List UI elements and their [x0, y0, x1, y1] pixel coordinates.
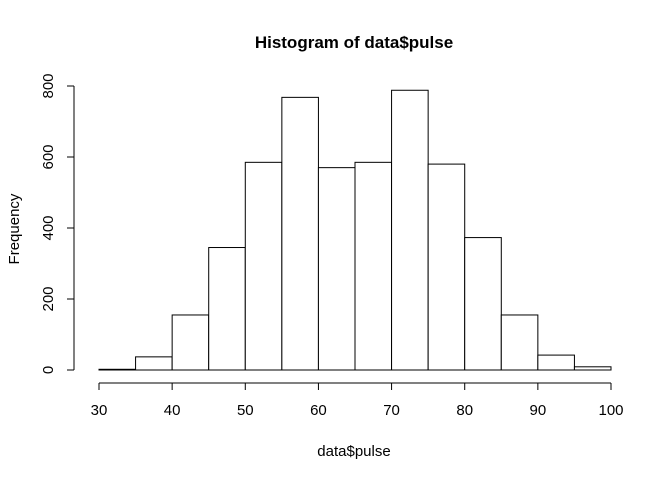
x-axis-label: data$pulse [317, 443, 390, 460]
histogram-bar-80-85 [464, 237, 502, 371]
y-tick-label-800: 800 [40, 73, 57, 98]
y-tick-label-600: 600 [40, 144, 57, 169]
x-tick-label-90: 90 [530, 402, 547, 419]
x-tick-label-30: 30 [91, 402, 108, 419]
histogram-bar-85-90 [500, 314, 539, 371]
x-tick-label-100: 100 [598, 402, 623, 419]
chart-title: Histogram of data$pulse [255, 33, 453, 52]
x-axis: 30 40 50 60 70 80 90 100 [91, 382, 624, 419]
histogram-bar-65-70 [354, 161, 393, 371]
histogram-bar-95-100 [573, 366, 612, 371]
x-tick-label-50: 50 [237, 402, 254, 419]
histogram-bar-90-95 [537, 354, 575, 371]
x-tick-label-40: 40 [164, 402, 181, 419]
y-tick-label-0: 0 [40, 366, 57, 374]
bars-group [98, 89, 612, 371]
histogram-bar-75-80 [427, 163, 466, 371]
y-tick-label-200: 200 [40, 286, 57, 311]
histogram-bar-35-40 [135, 356, 173, 371]
histogram-bar-40-45 [171, 314, 210, 371]
y-axis: 0 200 400 600 800 [40, 73, 75, 374]
histogram-bar-60-65 [317, 167, 356, 371]
x-tick-label-60: 60 [310, 402, 327, 419]
histogram-bar-30-35 [98, 368, 137, 371]
x-tick-label-70: 70 [383, 402, 400, 419]
histogram-bar-45-50 [208, 247, 246, 371]
x-tick-label-80: 80 [456, 402, 473, 419]
y-axis-label: Frequency [6, 193, 23, 264]
histogram-bar-55-60 [281, 96, 319, 371]
histogram-bar-70-75 [391, 89, 429, 371]
y-tick-label-400: 400 [40, 215, 57, 240]
histogram-bar-50-55 [244, 161, 283, 371]
